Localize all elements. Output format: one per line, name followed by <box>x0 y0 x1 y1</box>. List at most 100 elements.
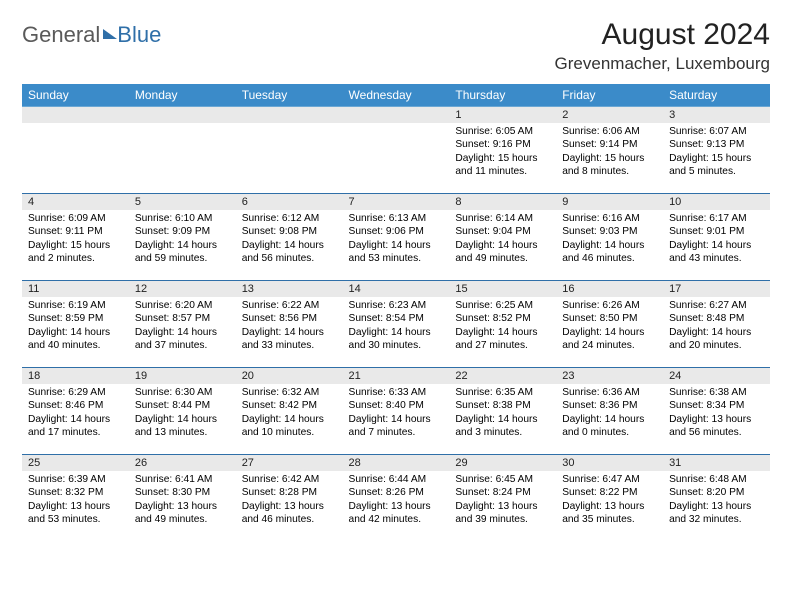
day-number: 5 <box>129 194 236 210</box>
daylight-line: Daylight: 14 hours and 7 minutes. <box>349 413 444 440</box>
sunrise-line: Sunrise: 6:23 AM <box>349 299 444 312</box>
day-details: Sunrise: 6:35 AMSunset: 8:38 PMDaylight:… <box>449 384 556 443</box>
daylight-line: Daylight: 14 hours and 0 minutes. <box>562 413 657 440</box>
sunset-line: Sunset: 8:57 PM <box>135 312 230 325</box>
day-details: Sunrise: 6:29 AMSunset: 8:46 PMDaylight:… <box>22 384 129 443</box>
weekday-header: Saturday <box>663 84 770 107</box>
day-number: 4 <box>22 194 129 210</box>
calendar-cell: 21 Sunrise: 6:33 AMSunset: 8:40 PMDayligh… <box>343 368 450 455</box>
sunrise-line: Sunrise: 6:39 AM <box>28 473 123 486</box>
day-details: Sunrise: 6:17 AMSunset: 9:01 PMDaylight:… <box>663 210 770 269</box>
sunrise-line: Sunrise: 6:09 AM <box>28 212 123 225</box>
sunrise-line: Sunrise: 6:29 AM <box>28 386 123 399</box>
sunset-line: Sunset: 9:13 PM <box>669 138 764 151</box>
calendar-week-row: 1Sunrise: 6:05 AMSunset: 9:16 PMDaylight… <box>22 107 770 194</box>
sunset-line: Sunset: 9:11 PM <box>28 225 123 238</box>
calendar-week-row: 11Sunrise: 6:19 AMSunset: 8:59 PMDayligh… <box>22 281 770 368</box>
sunrise-line: Sunrise: 6:25 AM <box>455 299 550 312</box>
calendar-week-row: 18Sunrise: 6:29 AMSunset: 8:46 PMDayligh… <box>22 368 770 455</box>
calendar-cell: 19Sunrise: 6:30 AMSunset: 8:44 PMDayligh… <box>129 368 236 455</box>
daylight-line: Daylight: 14 hours and 37 minutes. <box>135 326 230 353</box>
sunrise-line: Sunrise: 6:13 AM <box>349 212 444 225</box>
day-number: 29 <box>449 455 556 471</box>
day-details: Sunrise: 6:22 AMSunset: 8:56 PMDaylight:… <box>236 297 343 356</box>
calendar-cell: 16Sunrise: 6:26 AMSunset: 8:50 PMDayligh… <box>556 281 663 368</box>
sunrise-line: Sunrise: 6:33 AM <box>349 386 444 399</box>
location-label: Grevenmacher, Luxembourg <box>555 54 770 74</box>
day-number: 30 <box>556 455 663 471</box>
calendar-cell: 10Sunrise: 6:17 AMSunset: 9:01 PMDayligh… <box>663 194 770 281</box>
brand-part2: Blue <box>117 24 161 46</box>
day-details: Sunrise: 6:41 AMSunset: 8:30 PMDaylight:… <box>129 471 236 530</box>
day-details: Sunrise: 6:20 AMSunset: 8:57 PMDaylight:… <box>129 297 236 356</box>
day-number <box>22 107 129 123</box>
day-details: Sunrise: 6:07 AMSunset: 9:13 PMDaylight:… <box>663 123 770 182</box>
calendar-cell: 12Sunrise: 6:20 AMSunset: 8:57 PMDayligh… <box>129 281 236 368</box>
day-details: Sunrise: 6:16 AMSunset: 9:03 PMDaylight:… <box>556 210 663 269</box>
day-number: 11 <box>22 281 129 297</box>
sunrise-line: Sunrise: 6:38 AM <box>669 386 764 399</box>
calendar-cell: 1Sunrise: 6:05 AMSunset: 9:16 PMDaylight… <box>449 107 556 194</box>
day-details: Sunrise: 6:23 AMSunset: 8:54 PMDaylight:… <box>343 297 450 356</box>
daylight-line: Daylight: 14 hours and 30 minutes. <box>349 326 444 353</box>
day-number <box>343 107 450 123</box>
sunrise-line: Sunrise: 6:17 AM <box>669 212 764 225</box>
weekday-header: Wednesday <box>343 84 450 107</box>
day-number: 9 <box>556 194 663 210</box>
daylight-line: Daylight: 13 hours and 53 minutes. <box>28 500 123 527</box>
sail-icon <box>103 29 117 39</box>
month-title: August 2024 <box>555 18 770 52</box>
sunrise-line: Sunrise: 6:26 AM <box>562 299 657 312</box>
day-details: Sunrise: 6:09 AMSunset: 9:11 PMDaylight:… <box>22 210 129 269</box>
sunset-line: Sunset: 9:14 PM <box>562 138 657 151</box>
calendar-cell: 7Sunrise: 6:13 AMSunset: 9:06 PMDaylight… <box>343 194 450 281</box>
daylight-line: Daylight: 13 hours and 39 minutes. <box>455 500 550 527</box>
sunset-line: Sunset: 8:20 PM <box>669 486 764 499</box>
daylight-line: Daylight: 15 hours and 2 minutes. <box>28 239 123 266</box>
day-number: 25 <box>22 455 129 471</box>
daylight-line: Daylight: 14 hours and 3 minutes. <box>455 413 550 440</box>
sunset-line: Sunset: 9:16 PM <box>455 138 550 151</box>
daylight-line: Daylight: 13 hours and 46 minutes. <box>242 500 337 527</box>
daylight-line: Daylight: 14 hours and 59 minutes. <box>135 239 230 266</box>
calendar-cell: 9Sunrise: 6:16 AMSunset: 9:03 PMDaylight… <box>556 194 663 281</box>
sunrise-line: Sunrise: 6:45 AM <box>455 473 550 486</box>
day-number: 10 <box>663 194 770 210</box>
day-number: 3 <box>663 107 770 123</box>
day-details: Sunrise: 6:10 AMSunset: 9:09 PMDaylight:… <box>129 210 236 269</box>
calendar-cell: 30Sunrise: 6:47 AMSunset: 8:22 PMDayligh… <box>556 455 663 542</box>
day-details: Sunrise: 6:30 AMSunset: 8:44 PMDaylight:… <box>129 384 236 443</box>
day-number: 15 <box>449 281 556 297</box>
day-details: Sunrise: 6:32 AMSunset: 8:42 PMDaylight:… <box>236 384 343 443</box>
weekday-header: Sunday <box>22 84 129 107</box>
sunset-line: Sunset: 8:40 PM <box>349 399 444 412</box>
calendar-cell: 31Sunrise: 6:48 AMSunset: 8:20 PMDayligh… <box>663 455 770 542</box>
calendar-cell: 26Sunrise: 6:41 AMSunset: 8:30 PMDayligh… <box>129 455 236 542</box>
sunrise-line: Sunrise: 6:12 AM <box>242 212 337 225</box>
sunset-line: Sunset: 8:56 PM <box>242 312 337 325</box>
sunrise-line: Sunrise: 6:44 AM <box>349 473 444 486</box>
calendar-cell: 23Sunrise: 6:36 AMSunset: 8:36 PMDayligh… <box>556 368 663 455</box>
sunrise-line: Sunrise: 6:36 AM <box>562 386 657 399</box>
day-details: Sunrise: 6:42 AMSunset: 8:28 PMDaylight:… <box>236 471 343 530</box>
calendar-week-row: 25Sunrise: 6:39 AMSunset: 8:32 PMDayligh… <box>22 455 770 542</box>
sunset-line: Sunset: 9:08 PM <box>242 225 337 238</box>
sunrise-line: Sunrise: 6:42 AM <box>242 473 337 486</box>
daylight-line: Daylight: 14 hours and 53 minutes. <box>349 239 444 266</box>
sunrise-line: Sunrise: 6:10 AM <box>135 212 230 225</box>
sunset-line: Sunset: 8:24 PM <box>455 486 550 499</box>
sunset-line: Sunset: 8:48 PM <box>669 312 764 325</box>
calendar-cell: 27Sunrise: 6:42 AMSunset: 8:28 PMDayligh… <box>236 455 343 542</box>
day-number: 18 <box>22 368 129 384</box>
day-number: 21 <box>343 368 450 384</box>
day-details: Sunrise: 6:48 AMSunset: 8:20 PMDaylight:… <box>663 471 770 530</box>
day-number: 22 <box>449 368 556 384</box>
sunset-line: Sunset: 8:52 PM <box>455 312 550 325</box>
daylight-line: Daylight: 14 hours and 24 minutes. <box>562 326 657 353</box>
day-number: 26 <box>129 455 236 471</box>
day-details: Sunrise: 6:26 AMSunset: 8:50 PMDaylight:… <box>556 297 663 356</box>
calendar-cell: 15Sunrise: 6:25 AMSunset: 8:52 PMDayligh… <box>449 281 556 368</box>
sunset-line: Sunset: 8:22 PM <box>562 486 657 499</box>
daylight-line: Daylight: 14 hours and 43 minutes. <box>669 239 764 266</box>
daylight-line: Daylight: 14 hours and 13 minutes. <box>135 413 230 440</box>
